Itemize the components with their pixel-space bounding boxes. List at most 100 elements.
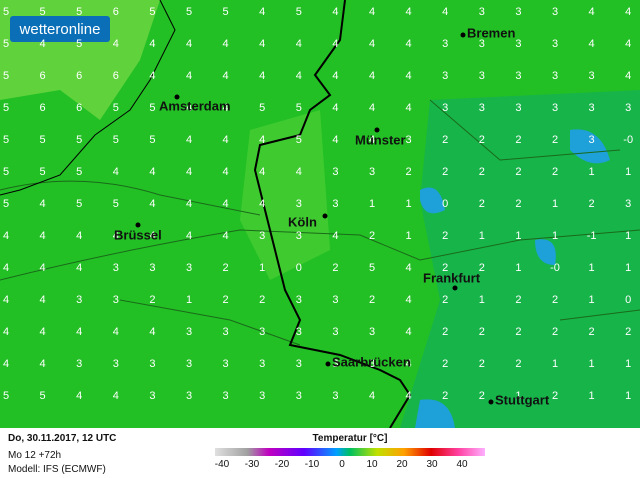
temperature-value: 3 [479,70,485,82]
temperature-value: -0 [623,134,633,146]
temperature-value: 3 [479,38,485,50]
temperature-value: 3 [186,358,192,370]
city-dot [374,127,380,133]
cold-area [415,129,610,428]
temperature-value: 0 [296,262,302,274]
temperature-value: 1 [515,262,521,274]
temperature-value: 4 [3,326,9,338]
temperature-value: 4 [3,358,9,370]
city-label: Köln [288,214,317,229]
city-label: Münster [355,132,406,147]
legend-tick-label: -30 [245,459,260,470]
temperature-value: 5 [296,6,302,18]
temperature-value: 5 [3,70,9,82]
temperature-value: 2 [259,294,265,306]
temperature-value: 5 [40,134,46,146]
temperature-value: 2 [515,134,521,146]
temperature-value: 5 [223,6,229,18]
model: Modell: IFS (ECMWF) [8,464,106,475]
temperature-value: 3 [149,358,155,370]
temperature-value: 2 [479,134,485,146]
temperature-value: 4 [149,230,155,242]
city-dot [135,222,141,228]
temperature-value: 2 [552,294,558,306]
temperature-value: 3 [332,166,338,178]
temperature-value: 4 [406,358,412,370]
temperature-value: 2 [552,326,558,338]
temperature-value: 4 [369,134,375,146]
temperature-value: 3 [589,134,595,146]
temperature-value: 4 [149,70,155,82]
city-label: Stuttgart [495,392,550,407]
temperature-value: 2 [442,294,448,306]
temperature-value: 3 [625,102,631,114]
temperature-value: 4 [149,38,155,50]
temperature-value: 3 [515,70,521,82]
temperature-value: -1 [587,230,597,242]
cool-area [400,90,640,428]
temperature-value: 3 [259,390,265,402]
temperature-value: 2 [442,134,448,146]
temperature-value: 4 [259,70,265,82]
temperature-value: 4 [369,70,375,82]
temperature-value: 4 [3,294,9,306]
temperature-value: 3 [186,262,192,274]
temperature-value: 4 [259,38,265,50]
temperature-value: 2 [442,358,448,370]
legend-tick-label: 0 [339,459,345,470]
legend-tick-label: -10 [305,459,320,470]
temperature-value: 4 [76,390,82,402]
temperature-value: 4 [406,6,412,18]
temperature-value: 3 [406,134,412,146]
temperature-value: 6 [40,102,46,114]
temperature-value: 4 [186,70,192,82]
temperature-value: 3 [296,230,302,242]
temperature-value: 6 [76,70,82,82]
temperature-value: 5 [3,134,9,146]
temperature-value: 3 [442,38,448,50]
city-label: Bremen [467,25,515,40]
temperature-value: 5 [76,134,82,146]
temperature-value: 4 [332,6,338,18]
temperature-value: 3 [113,294,119,306]
temperature-value: 2 [149,294,155,306]
temperature-value: 3 [296,326,302,338]
temperature-value: 4 [40,198,46,210]
temperature-value: 4 [76,230,82,242]
temperature-value: 4 [332,70,338,82]
temperature-value: 3 [149,262,155,274]
temperature-value: 2 [589,326,595,338]
temperature-value: 4 [113,166,119,178]
temperature-value: 3 [332,294,338,306]
temperature-value: 2 [442,230,448,242]
temperature-value: 3 [186,326,192,338]
city-dot [322,213,328,219]
temperature-value: 4 [406,262,412,274]
temperature-value: 4 [406,390,412,402]
temperature-value: 1 [186,294,192,306]
temperature-value: 3 [332,326,338,338]
temperature-value: 1 [625,166,631,178]
temperature-value: 2 [442,326,448,338]
city-label: Brüssel [114,227,162,242]
temperature-value: 3 [625,198,631,210]
temperature-value: 4 [223,230,229,242]
temperature-value: 4 [76,262,82,274]
temperature-value: 2 [332,262,338,274]
temperature-value: 1 [515,390,521,402]
temperature-value: -0 [550,262,560,274]
temperature-value: 3 [369,166,375,178]
temperature-value: 4 [625,38,631,50]
temperature-value: 6 [113,6,119,18]
temperature-value: 5 [40,6,46,18]
temperature-value: 4 [296,38,302,50]
temperature-value: 3 [479,6,485,18]
temperature-value: 3 [113,262,119,274]
temperature-value: 3 [442,102,448,114]
temperature-value: 1 [479,230,485,242]
temperature-value: 4 [223,166,229,178]
temperature-value: 3 [442,70,448,82]
temperature-value: 6 [76,102,82,114]
temperature-value: 2 [479,262,485,274]
